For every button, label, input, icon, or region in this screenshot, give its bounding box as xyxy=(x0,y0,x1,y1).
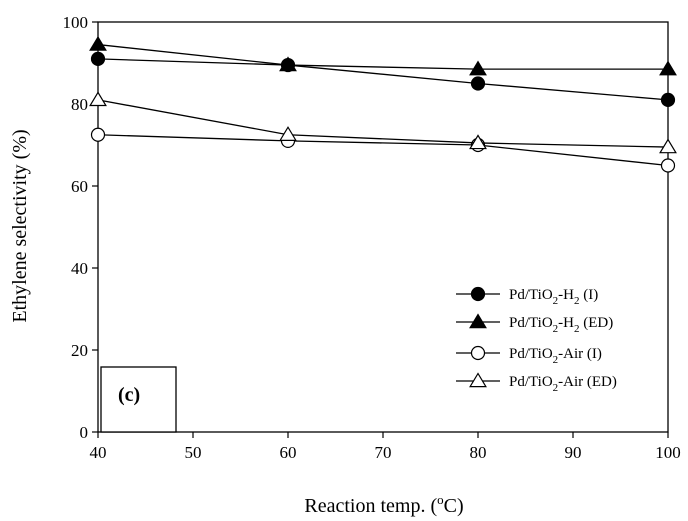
legend-label-part: -Air (I) xyxy=(558,346,602,362)
legend-label-part: (ED) xyxy=(579,315,613,331)
legend-marker xyxy=(469,372,487,388)
series-line xyxy=(97,43,668,70)
x-tick-label: 80 xyxy=(470,443,487,462)
legend-label-part: Pd/TiO xyxy=(509,315,553,331)
legend-label-part: Pd/TiO xyxy=(509,287,553,303)
series-1 xyxy=(90,51,676,108)
legend-label-part: Pd/TiO xyxy=(509,374,553,390)
plot-area: 40 50 60 70 80 90 100 0 20 40 60 80 100 xyxy=(63,13,681,462)
data-point xyxy=(659,138,677,154)
legend-marker xyxy=(470,345,486,361)
series-line xyxy=(97,58,669,101)
legend-label-part: -Air (ED) xyxy=(558,374,617,390)
legend-label-part: 2 xyxy=(553,382,559,394)
y-axis-title: Ethylene selectivity (%) xyxy=(9,129,31,322)
y-tick-label: 40 xyxy=(71,259,88,278)
data-point xyxy=(89,35,107,51)
series-4 xyxy=(89,91,677,154)
data-point xyxy=(89,91,107,107)
data-point xyxy=(90,127,106,142)
x-tick-label: 70 xyxy=(375,443,392,462)
x-tick-label: 60 xyxy=(280,443,297,462)
legend-marker xyxy=(469,313,487,329)
x-axis-title-sup: o xyxy=(437,492,444,507)
legend-label-part: 2 xyxy=(553,295,559,307)
series-3 xyxy=(90,127,676,173)
legend-item-1: Pd/TiO2-H2 (I) xyxy=(456,286,598,307)
legend-item-2: Pd/TiO2-H2 (ED) xyxy=(456,313,613,335)
series-2 xyxy=(89,35,677,76)
legend-label-part: 2 xyxy=(574,323,580,335)
legend: Pd/TiO2-H2 (I)Pd/TiO2-H2 (ED)Pd/TiO2-Air… xyxy=(456,286,617,394)
series-line xyxy=(97,99,669,148)
legend-label-part: 2 xyxy=(553,323,559,335)
y-tick-label: 100 xyxy=(63,13,89,32)
legend-label-part: 2 xyxy=(553,354,559,366)
data-point xyxy=(660,92,676,108)
series-layer xyxy=(89,35,677,173)
y-tick-label: 60 xyxy=(71,177,88,196)
legend-label-part: -H xyxy=(558,315,574,331)
data-point xyxy=(279,56,297,72)
y-tick-label: 80 xyxy=(71,95,88,114)
legend-label-part: Pd/TiO xyxy=(509,346,553,362)
x-tick-label: 40 xyxy=(90,443,107,462)
series-line xyxy=(97,134,669,167)
legend-label: Pd/TiO2-Air (I) xyxy=(509,346,602,366)
x-tick-label: 50 xyxy=(185,443,202,462)
y-tick-label: 0 xyxy=(80,423,89,442)
panel-label-frame xyxy=(100,366,177,433)
legend-label-part: -H xyxy=(558,287,574,303)
legend-label-part: (I) xyxy=(579,287,598,303)
data-point xyxy=(469,134,487,150)
legend-label: Pd/TiO2-H2 (ED) xyxy=(509,315,613,335)
plot-frame xyxy=(97,21,669,433)
panel-label: (c) xyxy=(118,384,140,406)
legend-item-3: Pd/TiO2-Air (I) xyxy=(456,345,602,366)
legend-label: Pd/TiO2-Air (ED) xyxy=(509,374,617,394)
legend-label: Pd/TiO2-H2 (I) xyxy=(509,287,598,307)
data-point xyxy=(470,76,486,91)
x-tick-label: 90 xyxy=(565,443,582,462)
x-tick-label: 100 xyxy=(655,443,681,462)
y-tick-label: 20 xyxy=(71,341,88,360)
data-point xyxy=(279,126,297,141)
data-point xyxy=(660,158,676,173)
legend-label-part: 2 xyxy=(574,295,580,307)
x-axis-title-main: Reaction temp. ( xyxy=(304,495,437,517)
x-axis-title: Reaction temp. (oC) xyxy=(304,492,463,517)
panel-label-box: (c) xyxy=(100,366,177,433)
legend-marker xyxy=(470,286,486,302)
legend-item-4: Pd/TiO2-Air (ED) xyxy=(456,372,617,394)
data-point xyxy=(469,60,487,76)
x-axis-title-tail: C) xyxy=(444,495,464,517)
data-point xyxy=(90,51,106,67)
data-point xyxy=(659,60,677,76)
